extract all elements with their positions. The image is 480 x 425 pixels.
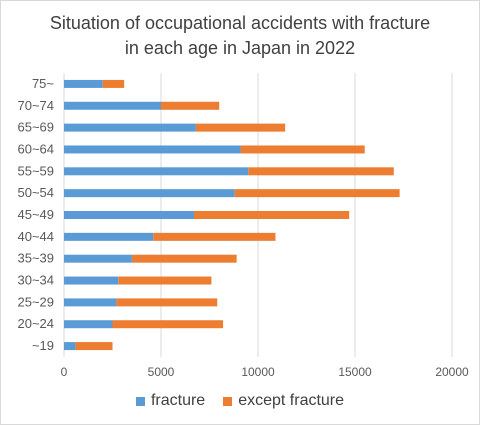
category-label: 35~39: [17, 251, 54, 266]
legend-swatch-fracture: [135, 396, 145, 406]
bar-fracture: [64, 342, 76, 351]
bar-fracture: [64, 320, 113, 329]
category-label: 60~64: [17, 141, 54, 156]
bar-fracture: [64, 167, 249, 176]
bar-except-fracture: [193, 211, 350, 219]
bar-fracture: [64, 145, 241, 154]
bar-except-fracture: [116, 298, 218, 307]
legend: fracture except fracture: [1, 392, 479, 410]
x-tick-label: 20000: [435, 365, 469, 379]
legend-item-except-fracture: except fracture: [223, 392, 344, 410]
legend-swatch-except-fracture: [223, 396, 233, 406]
category-label: 20~24: [17, 316, 54, 331]
chart-title-line-2: in each age in Japan in 2022: [124, 38, 356, 58]
bar-except-fracture: [240, 145, 365, 154]
bar-fracture: [64, 254, 132, 263]
bar-except-fracture: [102, 79, 125, 88]
bar-fracture: [64, 123, 196, 132]
bar-except-fracture: [112, 320, 224, 329]
bar-except-fracture: [234, 189, 400, 198]
bar-fracture: [64, 189, 235, 198]
bar-fracture: [64, 79, 103, 88]
bar-except-fracture: [161, 101, 220, 110]
category-label: ~19: [32, 338, 54, 353]
bar-except-fracture: [131, 254, 237, 263]
bar-fracture: [64, 232, 154, 241]
bar-except-fracture: [75, 342, 113, 351]
legend-label-except-fracture: except fracture: [238, 392, 345, 409]
bar-except-fracture: [248, 167, 394, 176]
category-label: 55~59: [17, 163, 54, 178]
x-tick-label: 5000: [148, 365, 175, 379]
category-label: 30~34: [17, 273, 54, 288]
bar-except-fracture: [195, 123, 286, 132]
x-tick-label: 0: [61, 365, 68, 379]
legend-label-fracture: fracture: [150, 392, 206, 409]
x-tick-label: 10000: [241, 365, 275, 379]
bar-fracture: [64, 298, 117, 307]
bar-fracture: [64, 211, 194, 219]
chart-title-line-1: Situation of occupational accidents with…: [49, 13, 431, 33]
category-label: 25~29: [17, 294, 54, 309]
chart-title: Situation of occupational accidents with…: [1, 11, 479, 61]
category-label: 65~69: [17, 120, 54, 135]
bar-fracture: [64, 276, 119, 285]
x-tick-label: 15000: [338, 365, 372, 379]
category-label: 50~54: [17, 185, 54, 200]
bar-except-fracture: [153, 232, 276, 241]
category-label: 70~74: [17, 98, 54, 113]
category-label: 45~49: [17, 207, 54, 222]
category-label: 75~: [32, 76, 54, 91]
bar-fracture: [64, 101, 161, 110]
legend-item-fracture: fracture: [135, 392, 206, 410]
category-label: 40~44: [17, 229, 54, 244]
bar-except-fracture: [118, 276, 212, 285]
